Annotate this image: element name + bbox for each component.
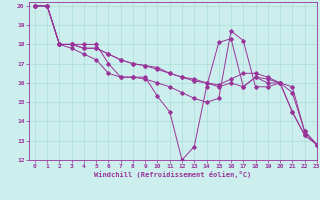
- X-axis label: Windchill (Refroidissement éolien,°C): Windchill (Refroidissement éolien,°C): [94, 171, 252, 178]
